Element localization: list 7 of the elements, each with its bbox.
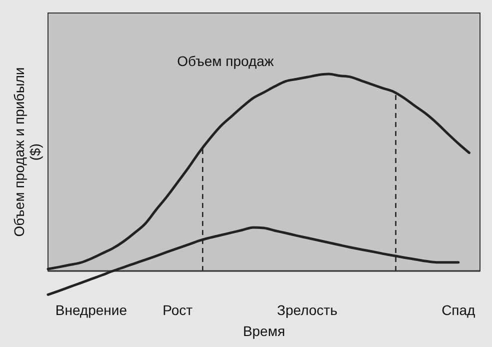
x-tick-label: Зрелость [277, 302, 338, 318]
x-axis-title: Время [242, 323, 286, 339]
series-label: Объем продаж [177, 53, 274, 69]
y-axis-title: Объем продаж и прибыли ($) [11, 67, 43, 237]
x-tick-label: Спад [442, 302, 476, 318]
x-tick-label: Рост [162, 302, 194, 318]
x-tick-label: Внедрение [55, 302, 128, 318]
